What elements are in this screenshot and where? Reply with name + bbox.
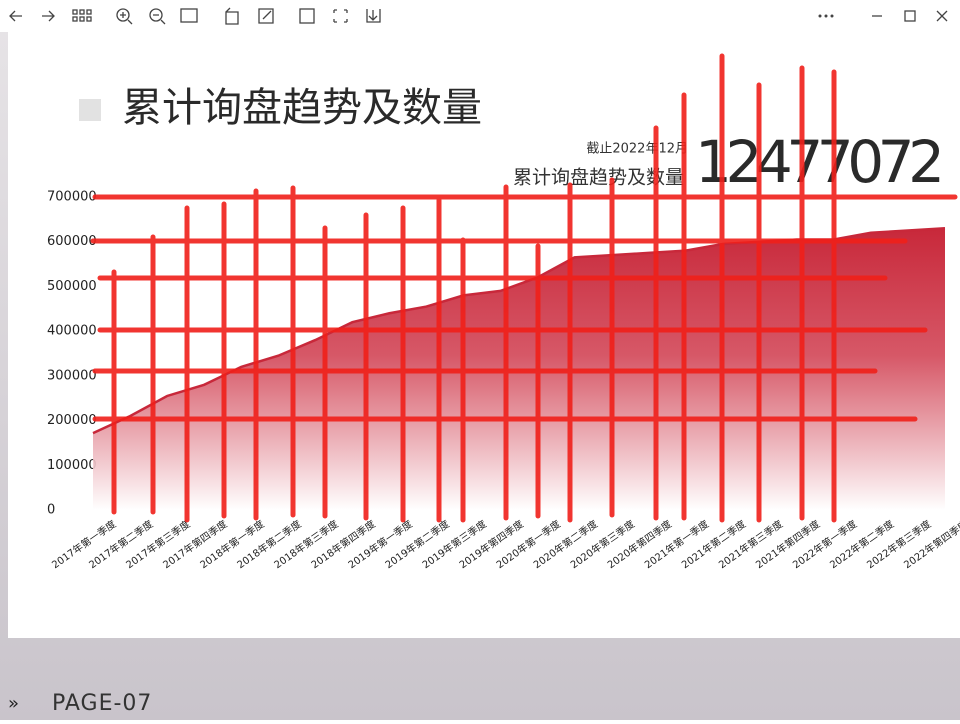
edit-button[interactable] xyxy=(258,8,274,24)
back-button[interactable] xyxy=(9,10,22,22)
rotate-button[interactable] xyxy=(225,7,239,25)
ocr-button[interactable] xyxy=(333,9,348,23)
grid-button[interactable] xyxy=(72,9,92,22)
total-value: 12477072 xyxy=(695,128,945,196)
note: 截止2022年12月 xyxy=(586,142,688,157)
zoom-out-button[interactable] xyxy=(149,8,166,25)
zoom-in-button[interactable] xyxy=(116,8,133,25)
slide-title: 累计询盘趋势及数量 xyxy=(122,85,482,131)
maximize-button[interactable] xyxy=(904,10,916,22)
y-tick-label: 100000 xyxy=(47,458,97,473)
forward-button[interactable] xyxy=(42,10,55,22)
nav-arrow[interactable]: » xyxy=(8,693,19,714)
copy-button[interactable] xyxy=(299,8,315,24)
total-label: 累计询盘趋势及数量 xyxy=(513,167,684,189)
y-tick-label: 700000 xyxy=(47,190,97,205)
y-tick-label: 300000 xyxy=(47,368,97,383)
title-marker xyxy=(79,99,101,121)
page-label: PAGE-07 xyxy=(52,691,152,716)
y-tick-label: 200000 xyxy=(47,413,97,428)
actual-size-button[interactable] xyxy=(180,8,198,23)
save-button[interactable] xyxy=(366,9,381,23)
close-button[interactable] xyxy=(936,10,948,22)
more-button[interactable] xyxy=(818,14,834,18)
y-tick-label: 0 xyxy=(47,503,55,518)
toolbar xyxy=(0,0,960,32)
y-tick-label: 600000 xyxy=(47,234,97,249)
y-tick-label: 500000 xyxy=(47,279,97,294)
annotation-marks xyxy=(90,53,958,523)
y-tick-label: 400000 xyxy=(47,324,97,339)
